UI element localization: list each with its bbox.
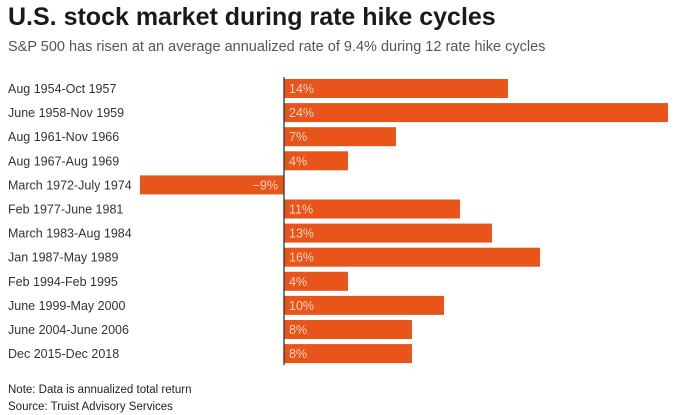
value-label: 10% (289, 299, 314, 313)
bar (284, 151, 348, 171)
category-label: Aug 1954-Oct 1957 (8, 82, 116, 96)
value-labels-layer: 14% 24% 7% 4% −9% 11% 13% 16% 4% 10% 8% 8% (253, 82, 314, 361)
category-label: June 2004-June 2006 (8, 323, 129, 337)
bar (284, 344, 412, 364)
category-labels-layer: Aug 1954-Oct 1957 June 1958-Nov 1959 Aug 1… (8, 82, 132, 361)
bar (284, 247, 540, 267)
value-label: −9% (253, 178, 278, 192)
bar (284, 271, 348, 291)
bar (284, 320, 412, 339)
value-label: 7% (289, 130, 307, 144)
value-label: 24% (289, 106, 314, 120)
value-label: 13% (289, 227, 314, 241)
category-label: June 1958-Nov 1959 (8, 106, 124, 120)
footnote: Note: Data is annualized total return (8, 384, 192, 396)
value-label: 8% (289, 347, 307, 361)
chart-title: U.S. stock market during rate hike cycle… (8, 3, 496, 31)
bar (284, 127, 396, 147)
category-label: Aug 1961-Nov 1966 (8, 130, 119, 144)
value-label: 16% (289, 251, 314, 265)
value-label: 14% (289, 82, 314, 96)
bar (284, 199, 460, 219)
bar (284, 295, 444, 315)
category-label: Feb 1994-Feb 1995 (8, 275, 118, 289)
bars-layer (140, 79, 668, 364)
category-label: Dec 2015-Dec 2018 (8, 347, 119, 361)
value-label: 4% (289, 275, 307, 289)
value-label: 8% (289, 323, 307, 337)
chart-subtitle: S&P 500 has risen at an average annualiz… (8, 39, 546, 55)
category-label: Jan 1987-May 1989 (8, 251, 119, 265)
value-label: 4% (289, 154, 307, 168)
bar-chart: Aug 1954-Oct 1957 June 1958-Nov 1959 Aug 1… (8, 77, 668, 366)
category-label: Aug 1967-Aug 1969 (8, 154, 119, 168)
category-label: June 1999-May 2000 (8, 299, 125, 313)
source-note: Source: Truist Advisory Services (8, 401, 173, 413)
bar (284, 79, 508, 98)
bar (140, 175, 284, 195)
category-label: March 1983-Aug 1984 (8, 227, 132, 241)
value-label: 11% (289, 203, 313, 217)
bar (284, 103, 668, 123)
bar (284, 223, 492, 243)
category-label: Feb 1977-June 1981 (8, 203, 123, 217)
category-label: March 1972-July 1974 (8, 178, 132, 192)
